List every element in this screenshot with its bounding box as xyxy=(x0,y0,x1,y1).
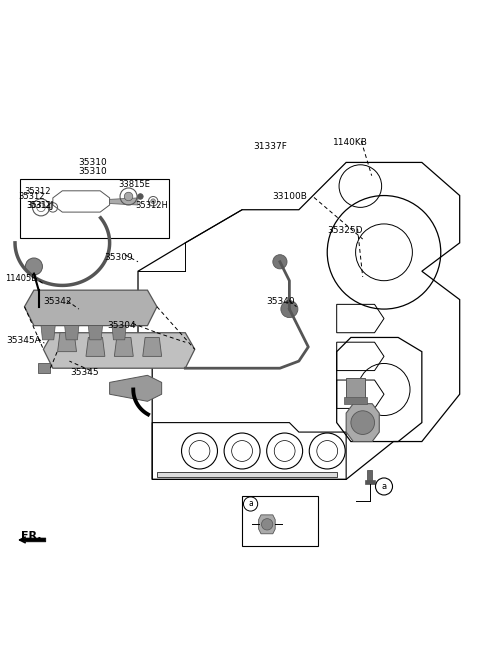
Text: FR.: FR. xyxy=(21,531,41,541)
Polygon shape xyxy=(114,337,133,356)
Circle shape xyxy=(124,192,133,201)
Text: 35312: 35312 xyxy=(24,187,51,196)
Text: 1140KB: 1140KB xyxy=(334,138,368,147)
Polygon shape xyxy=(88,325,103,340)
Circle shape xyxy=(262,519,273,530)
Circle shape xyxy=(138,194,143,199)
Text: 35312J: 35312J xyxy=(28,201,54,211)
Polygon shape xyxy=(41,325,55,340)
Polygon shape xyxy=(259,515,275,534)
Polygon shape xyxy=(20,538,46,542)
Text: a: a xyxy=(382,482,386,491)
Text: a: a xyxy=(248,499,253,508)
Polygon shape xyxy=(86,337,105,356)
Text: 35312: 35312 xyxy=(19,192,45,201)
FancyBboxPatch shape xyxy=(20,179,169,238)
Text: 35310: 35310 xyxy=(79,167,108,176)
Polygon shape xyxy=(143,337,162,356)
Text: 33815E: 33815E xyxy=(118,180,150,189)
Polygon shape xyxy=(344,397,368,403)
Text: 35345A: 35345A xyxy=(6,337,41,345)
Circle shape xyxy=(84,212,98,226)
Text: 35310: 35310 xyxy=(79,158,108,167)
Text: 35342: 35342 xyxy=(43,297,72,306)
Polygon shape xyxy=(58,333,76,352)
Text: 31337F: 31337F xyxy=(253,142,288,152)
Polygon shape xyxy=(24,290,157,325)
Text: 35309: 35309 xyxy=(105,253,133,262)
Circle shape xyxy=(273,255,287,269)
Circle shape xyxy=(351,411,374,434)
Polygon shape xyxy=(112,325,126,340)
Polygon shape xyxy=(109,375,162,401)
Text: 35325D: 35325D xyxy=(327,226,363,235)
Polygon shape xyxy=(365,480,374,484)
Polygon shape xyxy=(157,472,336,477)
FancyBboxPatch shape xyxy=(242,496,318,546)
Text: 11405B: 11405B xyxy=(5,274,37,283)
Text: 35304: 35304 xyxy=(107,321,136,330)
Text: 35345: 35345 xyxy=(71,368,99,377)
Polygon shape xyxy=(368,470,372,482)
Polygon shape xyxy=(38,363,50,373)
Polygon shape xyxy=(109,198,138,205)
Polygon shape xyxy=(43,333,195,368)
Text: 35312J: 35312J xyxy=(26,201,53,211)
Circle shape xyxy=(25,258,42,275)
Text: 35340: 35340 xyxy=(266,297,295,306)
Polygon shape xyxy=(346,378,365,399)
Polygon shape xyxy=(65,325,79,340)
Circle shape xyxy=(151,199,156,203)
Polygon shape xyxy=(346,403,379,441)
Circle shape xyxy=(281,300,298,318)
Text: 35312H: 35312H xyxy=(136,201,168,211)
Text: 33100B: 33100B xyxy=(272,192,307,201)
